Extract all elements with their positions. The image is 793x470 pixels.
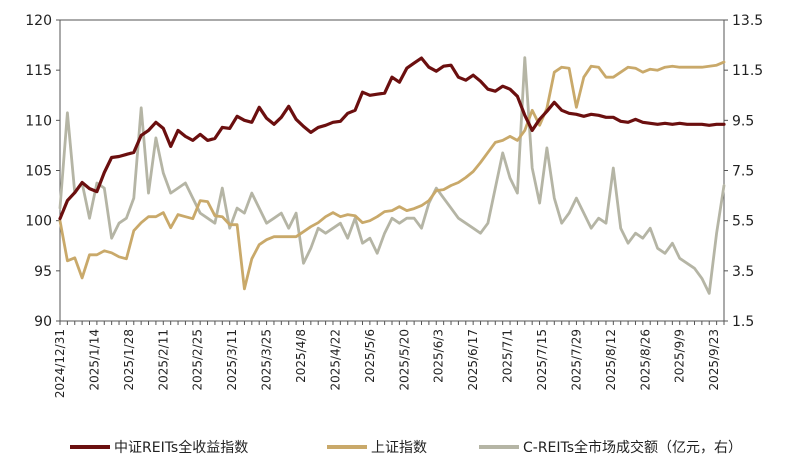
x-tick-label: 2025/3/25 (260, 329, 274, 391)
x-tick-label: 2025/2/11 (156, 329, 170, 391)
legend-label: C-REITs全市场成交额（亿元，右） (523, 439, 742, 456)
x-tick-label: 2025/6/17 (466, 329, 480, 391)
x-tick-label: 2025/9/9 (673, 329, 687, 383)
x-tick-label: 2025/4/8 (294, 329, 308, 383)
series-line-1 (58, 56, 726, 221)
x-tick-label: 2025/1/28 (122, 329, 136, 391)
y-left-tick-label: 105 (25, 164, 52, 180)
x-tick-label: 2025/5/6 (363, 329, 377, 383)
y-left-tick-label: 110 (25, 113, 52, 129)
x-tick-label: 2025/7/1 (501, 329, 515, 383)
y-left-tick-label: 120 (25, 13, 52, 29)
y-right-tick-label: 1.5 (732, 314, 754, 330)
y-right-tick-label: 5.5 (732, 214, 754, 230)
legend-label: 上证指数 (371, 440, 427, 456)
y-right-tick-label: 9.5 (732, 113, 754, 129)
x-tick-label: 2025/7/15 (535, 329, 549, 391)
series-line-2 (58, 60, 726, 291)
x-tick-label: 2025/5/20 (397, 329, 411, 391)
x-tick-label: 2025/9/23 (707, 329, 721, 391)
y-right-tick-label: 13.5 (732, 13, 763, 29)
legend-label: 中证REITs全收益指数 (114, 439, 248, 456)
y-left-tick-label: 90 (34, 314, 52, 330)
y-left-tick-label: 115 (25, 63, 52, 79)
x-tick-label: 2025/8/12 (604, 329, 618, 391)
x-tick-label: 2025/8/26 (638, 329, 652, 391)
x-tick-label: 2025/4/22 (328, 329, 342, 391)
x-tick-label: 2025/2/25 (191, 329, 205, 391)
y-right-tick-label: 7.5 (732, 164, 754, 180)
axes: 90 95 100 105 110 115 120 1.5 3.5 5.5 7.5 9.5 11.5 13… (25, 13, 763, 398)
y-left-tick-label: 95 (34, 264, 52, 280)
x-tick-label: 2025/7/29 (569, 329, 583, 391)
x-tick-label: 2025/3/11 (225, 329, 239, 391)
x-tick-label: 2025/1/14 (87, 329, 101, 391)
plot-frame (59, 19, 725, 322)
legend: 中证REITs全收益指数 上证指数 C-REITs全市场成交额（亿元，右） (70, 439, 742, 456)
y-left-tick-label: 100 (25, 214, 52, 230)
y-right-tick-label: 11.5 (732, 63, 763, 79)
series-line-3 (58, 56, 726, 295)
y-right-tick-label: 3.5 (732, 264, 754, 280)
x-tick-label: 2025/6/3 (432, 329, 446, 383)
x-tick-label: 2024/12/31 (53, 329, 67, 398)
series-lines (58, 56, 726, 295)
